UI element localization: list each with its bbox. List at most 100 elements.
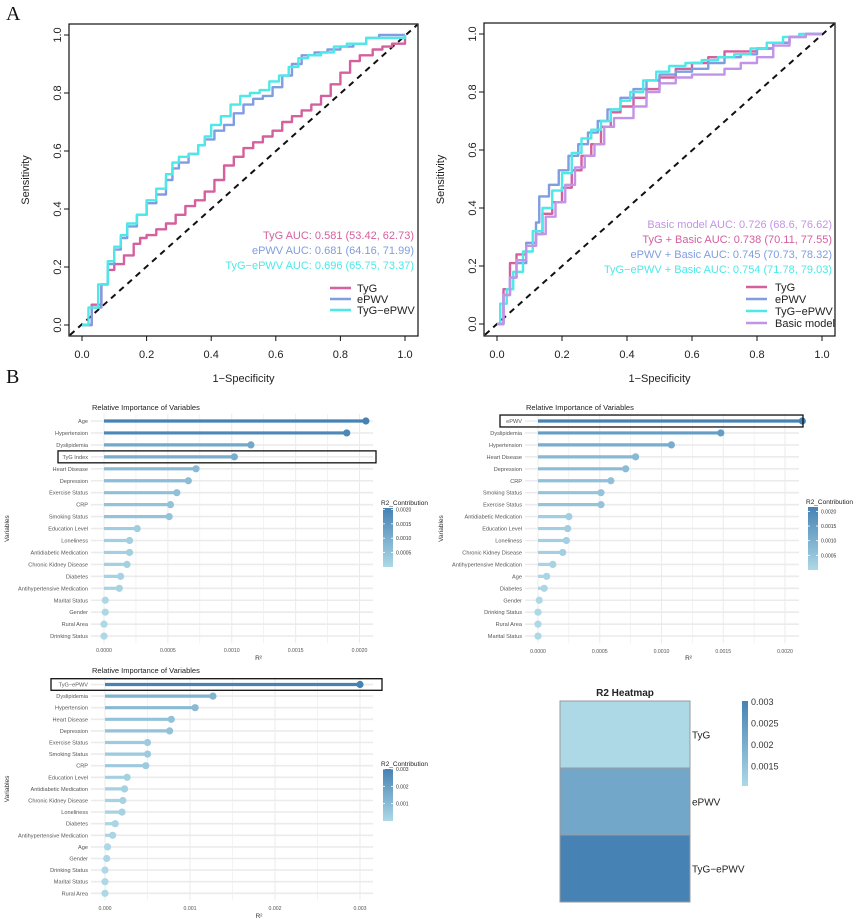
lollipop-dot [123, 560, 131, 569]
lollipop-dot [184, 477, 192, 485]
lollipop-dot [125, 548, 134, 557]
category-label: Marital Status [54, 880, 88, 886]
colorbar [742, 701, 748, 786]
legend-label: ePWV [775, 294, 807, 306]
category-label: Education Level [482, 527, 522, 533]
colorbar-tick-label: 0.0005 [396, 551, 412, 557]
category-label: Education Level [48, 527, 88, 533]
colorbar-tick-label: 0.0025 [751, 718, 779, 728]
category-label: Depression [60, 479, 88, 485]
category-label: Depression [494, 467, 522, 473]
category-label: Loneliness [495, 539, 522, 545]
y-axis-title: Sensitivity [20, 155, 32, 205]
colorbar-tick-label: 0.0005 [821, 553, 837, 559]
importance-chart-epwv: Relative Importance of Variables 0.0000 0.… [438, 403, 853, 662]
category-label: TyG−ePWV [59, 683, 89, 689]
colorbar-title: R2_Contribution [806, 499, 853, 506]
plot-frame [483, 22, 836, 337]
x-tick-label: 0.6 [684, 349, 699, 361]
auc-label: TyG−ePWV AUC: 0.696 (65.75, 73.37) [225, 260, 414, 272]
category-label: Antidiabetic Medication [464, 515, 522, 521]
chart-title: Relative Importance of Variables [92, 403, 200, 412]
colorbar-tick-label: 0.003 [751, 697, 774, 707]
importance-chart-tyg: Relative Importance of Variables 0.0000 0.… [4, 403, 428, 662]
heatmap-title: R2 Heatmap [596, 688, 654, 699]
colorbar-tick-label: 0.0010 [821, 539, 837, 545]
category-label: Chronic Kidney Disease [462, 550, 522, 556]
reference-diagonal [484, 23, 835, 336]
legend-label: Basic model [775, 318, 835, 330]
lollipop-dot [534, 632, 542, 640]
category-label: Loneliness [61, 539, 88, 545]
category-label: CRP [76, 503, 88, 509]
category-label: Drinking Status [484, 610, 522, 616]
colorbar-tick-label: 0.0010 [396, 536, 412, 542]
category-label: Dyslipidemia [56, 694, 89, 700]
x-tick-label: 0.003 [354, 906, 367, 912]
x-tick-label: 0.0005 [160, 648, 176, 654]
category-label: Antidiabetic Medication [30, 787, 88, 793]
category-label: Dyslipidemia [490, 431, 523, 437]
lollipop-dot [597, 501, 605, 509]
x-tick-label: 0.2 [139, 349, 154, 361]
colorbar-tick-label: 0.0020 [821, 509, 837, 515]
colorbar-title: R2_Contribution [381, 761, 428, 768]
colorbar-tick-label: 0.003 [396, 767, 409, 773]
heatmap-row-label: TyG−ePWV [692, 865, 745, 876]
category-label: Smoking Status [49, 752, 88, 758]
lollipop-dot [117, 572, 125, 580]
x-tick-label: 0.0020 [777, 649, 793, 655]
y-tick-label: 1.0 [467, 26, 479, 41]
category-label: Marital Status [54, 598, 88, 604]
lollipop-dot [191, 704, 199, 712]
legend-label: TyG−ePWV [775, 306, 833, 318]
panel-label-a: A [6, 3, 21, 25]
x-tick-label: 0.0010 [654, 649, 670, 655]
category-label: Age [78, 419, 88, 425]
heatmap-row-label: ePWV [692, 798, 721, 809]
colorbar [808, 507, 818, 570]
x-tick-label: 0.8 [749, 349, 764, 361]
lollipop-dot [343, 429, 351, 437]
x-tick-label: 0.6 [268, 349, 283, 361]
heatmap-row-label: TyG [692, 731, 711, 742]
y-axis-title: Sensitivity [435, 154, 447, 204]
lollipop-dot [559, 548, 567, 557]
panel-label-b: B [6, 366, 19, 388]
lollipop-dot [356, 680, 364, 689]
lollipop-dot [109, 831, 117, 839]
auc-label: ePWV + Basic AUC: 0.745 (70.73, 78.32) [631, 249, 832, 261]
category-label: Antihypertensive Medication [18, 833, 88, 839]
category-label: Education Level [48, 775, 88, 781]
legend-label: TyG [775, 282, 795, 294]
x-tick-label: 0.0010 [224, 648, 240, 654]
roc-curve-basic-model [497, 32, 822, 326]
category-label: Heart Disease [53, 717, 88, 723]
legend-label: ePWV [357, 294, 389, 306]
category-label: Gender [503, 598, 522, 604]
lollipop-dot [597, 489, 605, 497]
lollipop-dot [667, 441, 675, 449]
category-label: Heart Disease [53, 467, 88, 473]
x-tick-label: 0.0 [489, 349, 504, 361]
lollipop-dot [101, 608, 109, 616]
category-label: TyG Index [63, 455, 89, 461]
category-label: Rural Area [62, 891, 89, 897]
category-label: Diabetes [66, 822, 88, 828]
category-label: Exercise Status [49, 741, 88, 747]
roc-chart-combined-models: 0.0 0.2 0.4 0.6 0.8 1.0 0.0 0.2 0.4 0.6 0.8 1.0 1−Sp… [435, 22, 836, 385]
category-label: Diabetes [66, 574, 88, 580]
colorbar-tick-label: 0.002 [751, 740, 774, 750]
y-tick-label: 0.4 [467, 200, 479, 215]
lollipop-dot [101, 889, 109, 897]
x-axis-title: R² [256, 913, 264, 919]
lollipop-dot [192, 465, 200, 473]
category-label: Marital Status [488, 634, 522, 640]
heatmap-cell [559, 700, 691, 769]
lollipop-dot [166, 501, 175, 509]
lollipop-dot [717, 429, 725, 437]
heatmap-cell [559, 767, 691, 836]
category-label: CRP [510, 479, 522, 485]
lollipop-dot [167, 715, 175, 723]
y-tick-label: 0.8 [467, 84, 479, 99]
